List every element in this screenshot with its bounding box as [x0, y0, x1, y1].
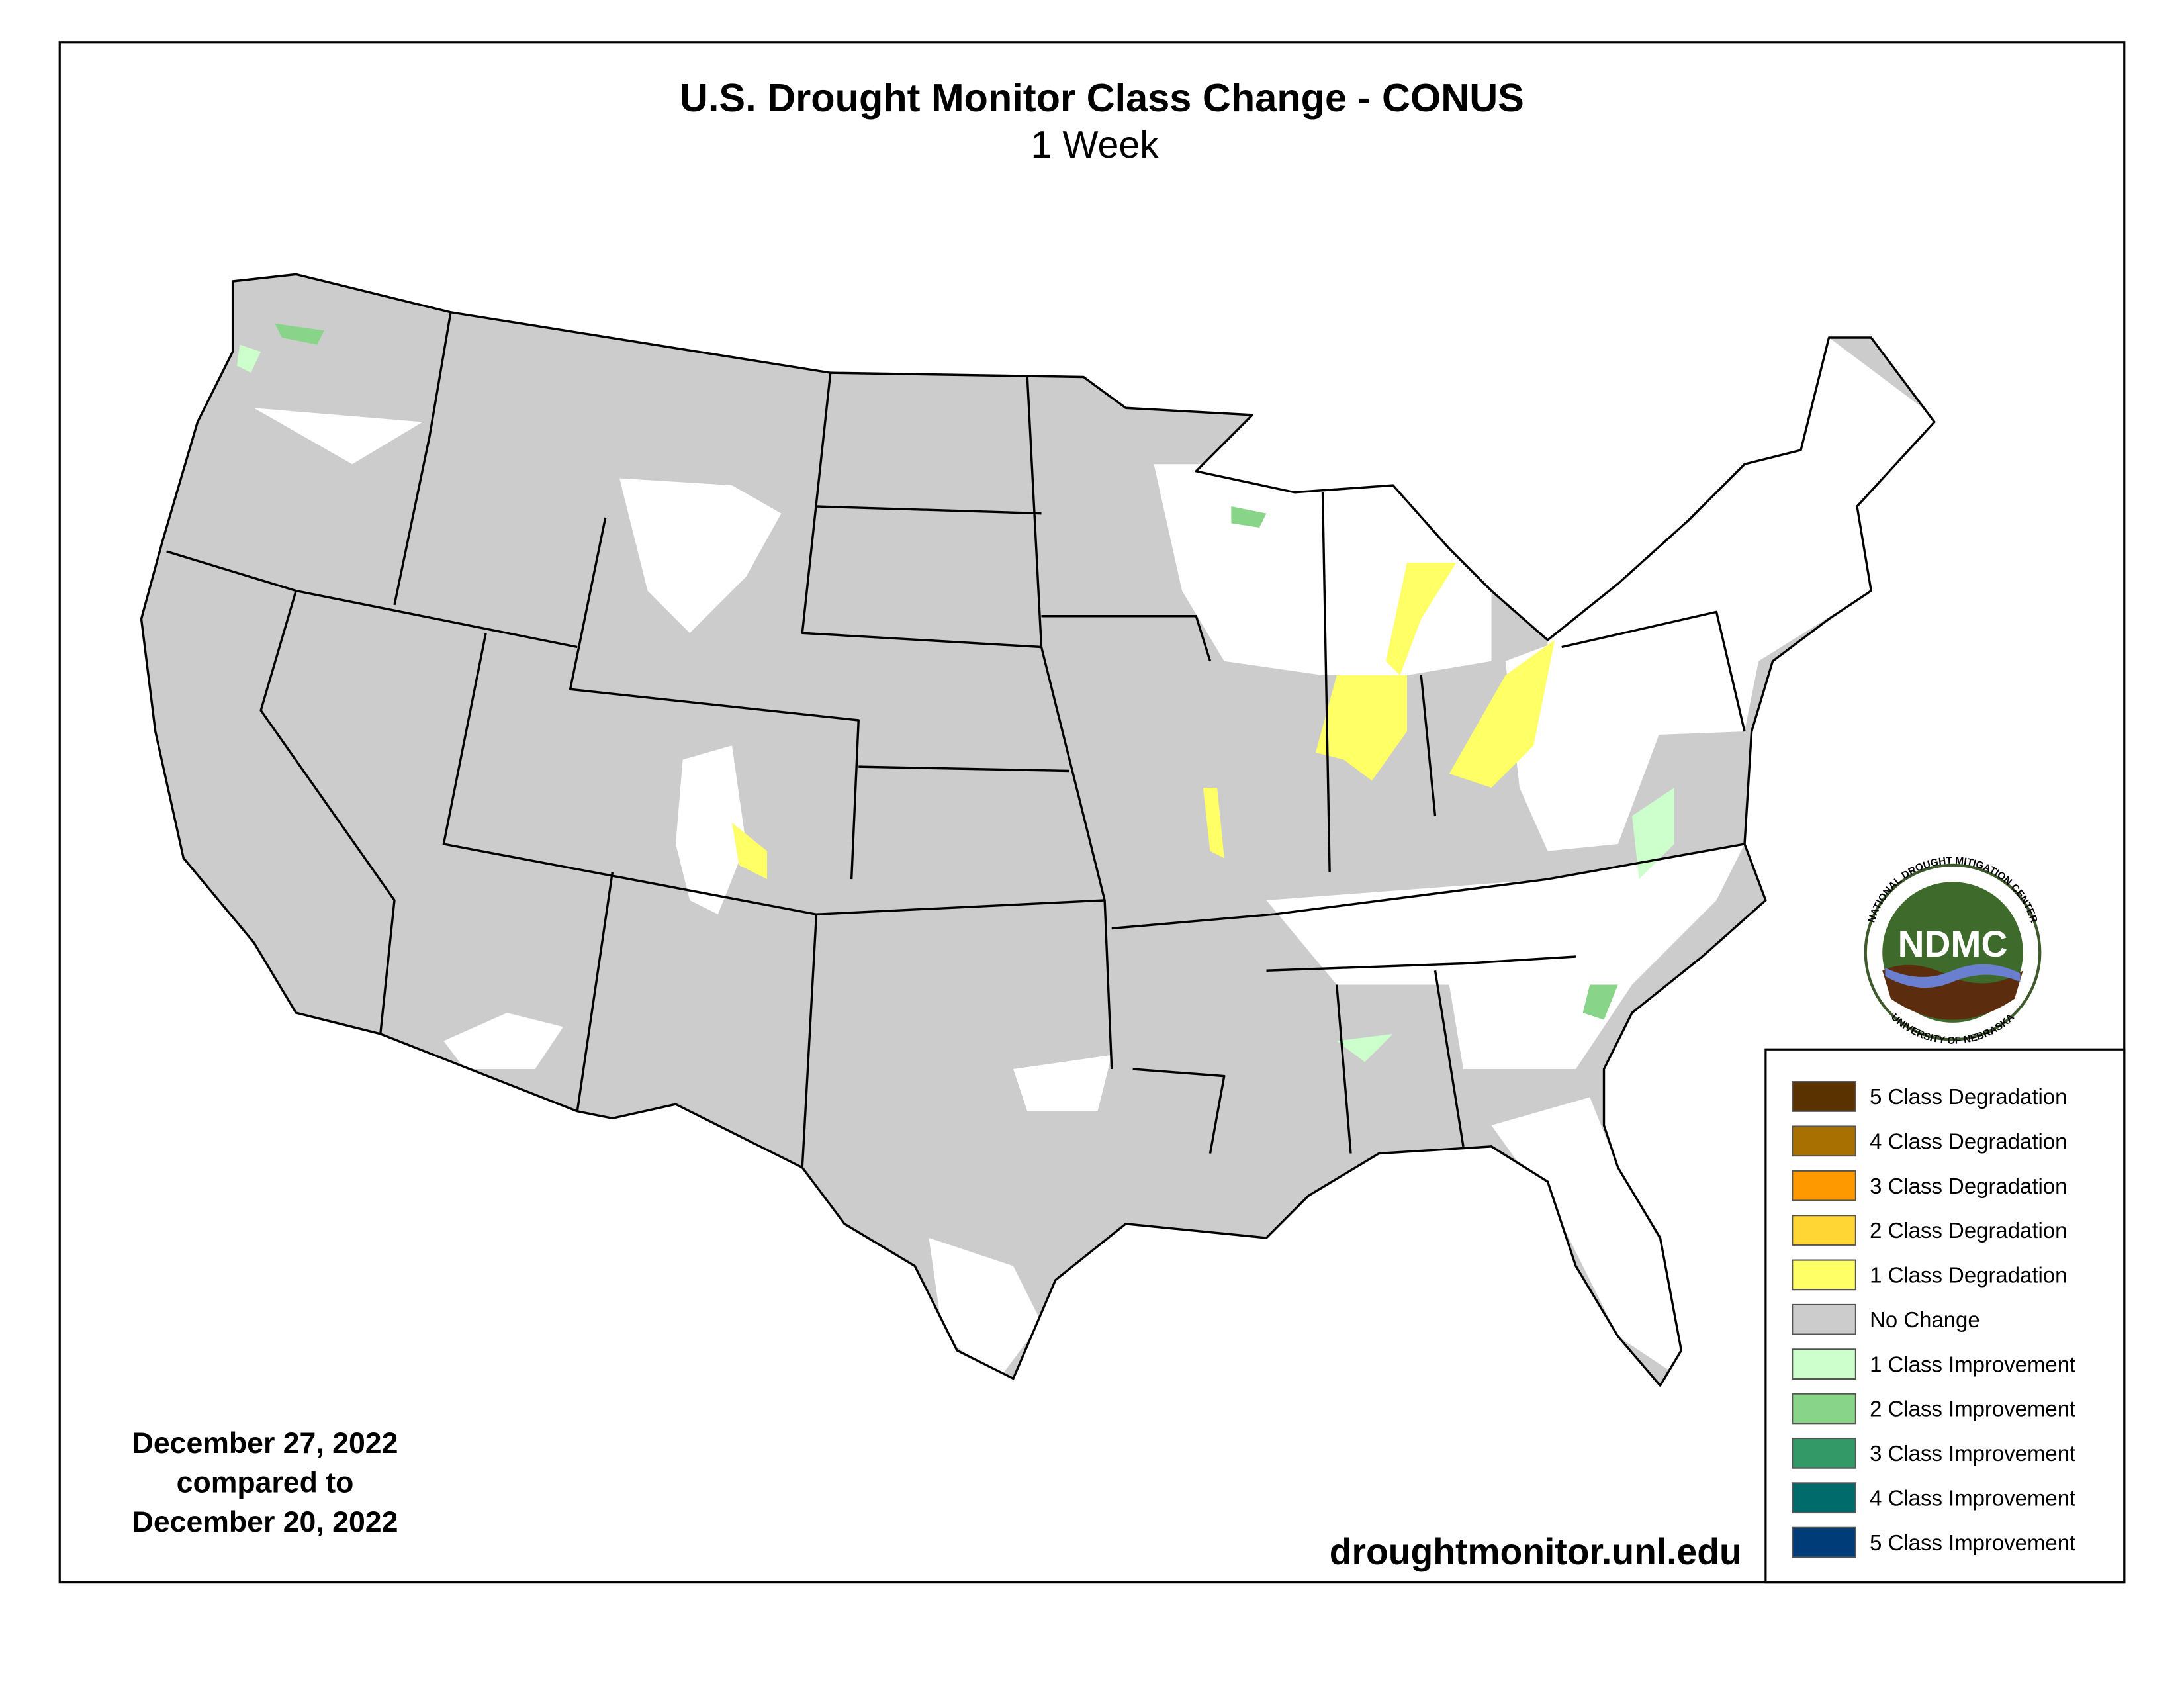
legend-swatch — [1792, 1125, 1856, 1157]
legend-swatch — [1792, 1170, 1856, 1201]
legend-label: 3 Class Degradation — [1870, 1174, 2067, 1198]
improvement-area — [275, 323, 324, 345]
degradation-area — [1386, 563, 1457, 675]
no-drought-area — [1013, 1055, 1112, 1111]
subtitle: 1 Week — [1031, 124, 1160, 166]
improvement-area — [1582, 984, 1618, 1020]
legend-label: 1 Class Improvement — [1870, 1352, 2075, 1376]
date-line: compared to — [177, 1467, 354, 1499]
legend-swatch — [1792, 1348, 1856, 1380]
no-drought-area — [1491, 1097, 1682, 1379]
date-block: December 27, 2022 compared to December 20,… — [132, 1427, 398, 1538]
legend-swatch — [1792, 1482, 1856, 1514]
legend-swatch — [1792, 1259, 1856, 1291]
no-drought-area — [676, 745, 747, 915]
no-drought-area — [929, 1238, 1042, 1379]
change-areas — [237, 323, 1934, 1379]
legend-label: 5 Class Degradation — [1870, 1084, 2067, 1109]
legend-label: No Change — [1870, 1307, 1980, 1332]
no-drought-area — [443, 1013, 563, 1069]
title: U.S. Drought Monitor Class Change - CONU… — [680, 75, 1524, 120]
degradation-area — [1315, 675, 1407, 781]
legend-swatch — [1792, 1526, 1856, 1558]
legend-label: 2 Class Improvement — [1870, 1397, 2075, 1421]
legend-swatch — [1792, 1215, 1856, 1246]
no-drought-area — [619, 478, 782, 633]
improvement-area — [1336, 1033, 1393, 1062]
state-borders — [166, 312, 1746, 1168]
date-line: December 20, 2022 — [132, 1506, 398, 1538]
date-line: December 27, 2022 — [132, 1427, 398, 1460]
legend-label: 1 Class Degradation — [1870, 1263, 2067, 1288]
improvement-area — [1632, 788, 1674, 880]
degradation-area — [732, 823, 768, 880]
legend-swatch — [1792, 1081, 1856, 1112]
no-drought-area — [253, 408, 423, 465]
legend-label: 4 Class Improvement — [1870, 1485, 2075, 1510]
frame — [58, 41, 2126, 1584]
url: droughtmonitor.unl.edu — [1330, 1531, 1742, 1572]
legend-swatch — [1792, 1303, 1856, 1335]
legend-swatch — [1792, 1437, 1856, 1469]
legend-label: 2 Class Degradation — [1870, 1218, 2067, 1243]
improvement-area — [237, 344, 261, 373]
legend-label: 3 Class Improvement — [1870, 1441, 2075, 1466]
legend: 5 Class Degradation 4 Class Degradation 3 … — [1792, 1081, 2075, 1558]
improvement-area — [1231, 506, 1267, 528]
logo-river — [1885, 964, 2021, 988]
degradation-area — [1203, 788, 1224, 859]
degradation-area — [1449, 639, 1555, 788]
conus-map — [140, 273, 1936, 1387]
legend-label: 4 Class Degradation — [1870, 1129, 2067, 1153]
logo-acronym: NDMC — [1898, 923, 2008, 964]
legend-label: 5 Class Improvement — [1870, 1530, 2075, 1555]
ndmc-logo: NDMC NATIONAL DROUGHT MITIGATION CENTER … — [1864, 855, 2042, 1047]
legend-swatch — [1792, 1393, 1856, 1425]
